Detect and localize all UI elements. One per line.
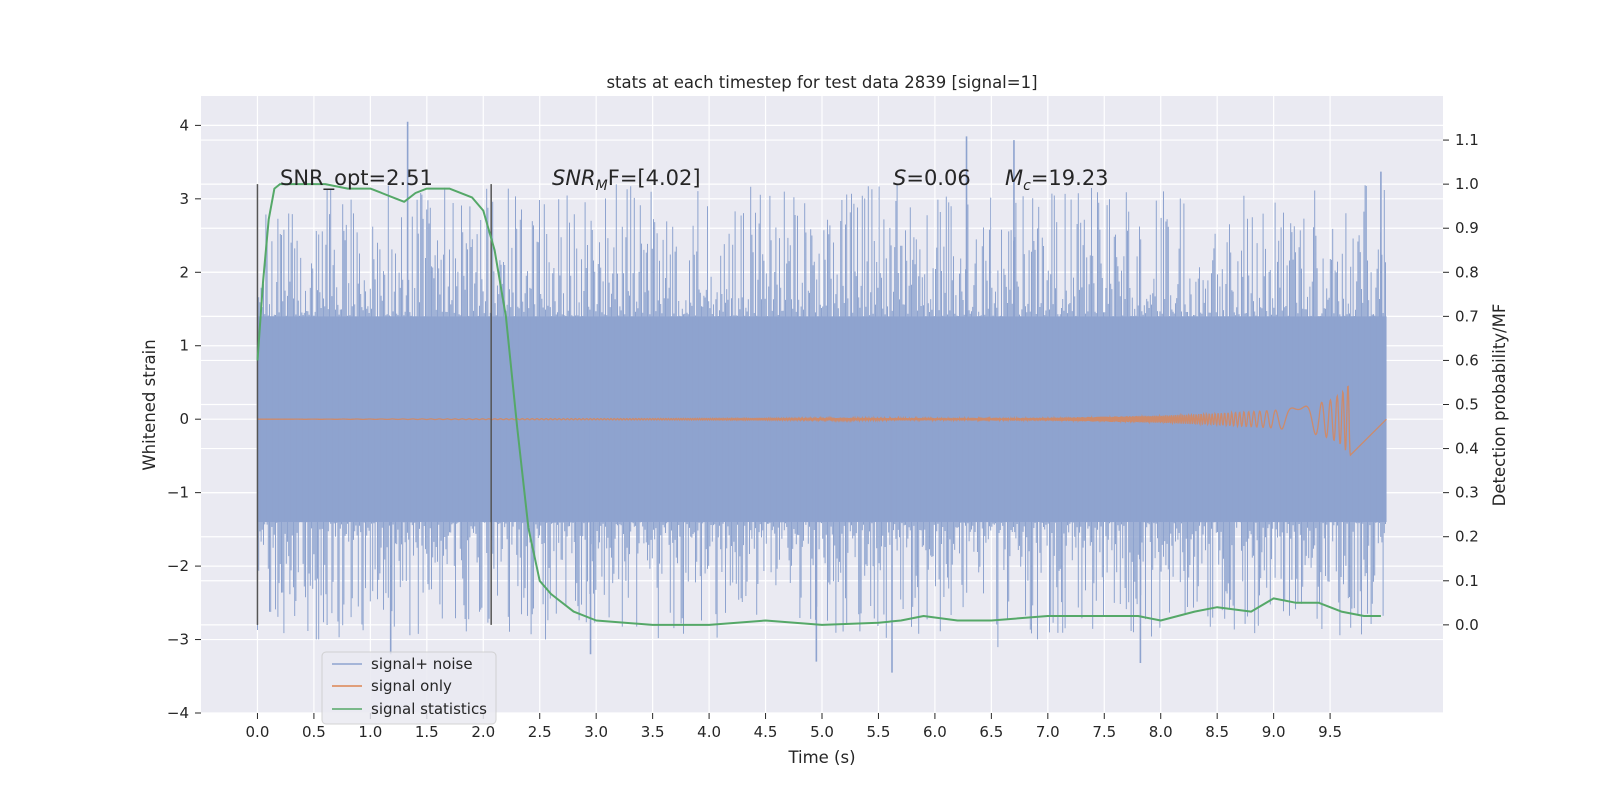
signal-statistics-series: [256, 183, 1381, 626]
y-left-axis-label: Whitened strain: [140, 339, 159, 470]
x-tick-label-1: 0.5: [302, 723, 326, 741]
y-right-tick-label-2: 0.2: [1455, 528, 1479, 546]
legend-label-signal-noise: signal+ noise: [371, 655, 473, 673]
x-tick-label-5: 2.5: [528, 723, 552, 741]
legend: signal+ noise signal only signal statist…: [321, 651, 497, 725]
snr-mf-annotation: SNRMF=[4.02]: [552, 166, 701, 194]
snr-mf-subscript: M: [596, 178, 608, 194]
s-rest: =0.06: [906, 166, 970, 190]
x-axis-label: Time (s): [787, 748, 855, 767]
y-left-tick-label-5: 1: [179, 337, 189, 355]
snr-opt-annotation: SNR_opt=2.51: [280, 166, 433, 191]
vertical-markers: [256, 184, 492, 625]
x-tick-label-7: 3.5: [641, 723, 665, 741]
y-right-tick-label-4: 0.4: [1455, 440, 1479, 458]
x-tick-label-2: 1.0: [358, 723, 382, 741]
y-right-axis-ticks: 0.0 0.1 0.2 0.3 0.4 0.5 0.6 0.7 0.8 0.9 1.0 1.1: [1443, 131, 1479, 634]
x-tick-label-9: 4.5: [754, 723, 778, 741]
y-right-tick-label-11: 1.1: [1455, 131, 1479, 149]
y-left-tick-label-3: −1: [167, 484, 189, 502]
y-right-tick-label-3: 0.3: [1455, 484, 1479, 502]
y-right-tick-label-8: 0.8: [1455, 263, 1479, 281]
y-right-axis-label: Detection probability/MF: [1490, 304, 1509, 507]
legend-label-signal-statistics: signal statistics: [371, 700, 487, 718]
y-left-tick-label-0: −4: [167, 704, 189, 722]
y-left-tick-label-4: 0: [179, 410, 189, 428]
y-left-tick-label-2: −2: [167, 557, 189, 575]
x-tick-label-18: 9.0: [1262, 723, 1286, 741]
snr-mf-main: SNR: [552, 166, 596, 190]
legend-box: [321, 651, 497, 725]
x-tick-label-15: 7.5: [1092, 723, 1116, 741]
y-right-tick-label-5: 0.5: [1455, 396, 1479, 414]
x-tick-label-17: 8.5: [1205, 723, 1229, 741]
y-left-tick-label-8: 4: [179, 116, 189, 134]
mc-rest: =19.23: [1031, 166, 1109, 190]
x-tick-label-10: 5.0: [810, 723, 834, 741]
signal-statistics-line: [256, 183, 1381, 626]
x-tick-label-16: 8.0: [1149, 723, 1173, 741]
x-tick-label-14: 7.0: [1036, 723, 1060, 741]
x-tick-label-3: 1.5: [415, 723, 439, 741]
y-left-tick-label-1: −3: [167, 631, 189, 649]
y-right-tick-label-6: 0.6: [1455, 351, 1479, 369]
x-axis-ticks: 0.0 0.5 1.0 1.5 2.0 2.5 3.0 3.5 4.0 4.5 5.0 5.5 6.0 6…: [246, 713, 1342, 741]
x-tick-label-11: 5.5: [867, 723, 891, 741]
mc-main: M: [1005, 166, 1023, 190]
x-tick-label-19: 9.5: [1318, 723, 1342, 741]
legend-label-signal-only: signal only: [371, 677, 452, 695]
y-left-axis-ticks: −4 −3 −2 −1 0 1 2 3 4: [167, 116, 201, 722]
y-right-tick-label-1: 0.1: [1455, 572, 1479, 590]
signal-only-series: [257, 385, 1387, 457]
chart-title: stats at each timestep for test data 283…: [606, 73, 1037, 92]
signal-only-line: [257, 385, 1387, 457]
y-right-tick-label-0: 0.0: [1455, 616, 1479, 634]
y-left-tick-label-7: 3: [179, 190, 189, 208]
snr-mf-rest: F=[4.02]: [608, 166, 701, 190]
x-tick-label-6: 3.0: [584, 723, 608, 741]
y-right-tick-label-7: 0.7: [1455, 307, 1479, 325]
s-main: S: [893, 166, 906, 190]
mc-annotation: Mc=19.23: [1005, 166, 1109, 194]
y-right-tick-label-10: 1.0: [1455, 175, 1479, 193]
x-tick-label-4: 2.0: [471, 723, 495, 741]
s-annotation: S=0.06: [893, 166, 971, 190]
y-right-tick-label-9: 0.9: [1455, 219, 1479, 237]
mc-subscript: c: [1023, 178, 1031, 194]
y-left-tick-label-6: 2: [179, 263, 189, 281]
x-tick-label-13: 6.5: [979, 723, 1003, 741]
x-tick-label-0: 0.0: [246, 723, 270, 741]
x-tick-label-8: 4.0: [697, 723, 721, 741]
x-tick-label-12: 6.0: [923, 723, 947, 741]
